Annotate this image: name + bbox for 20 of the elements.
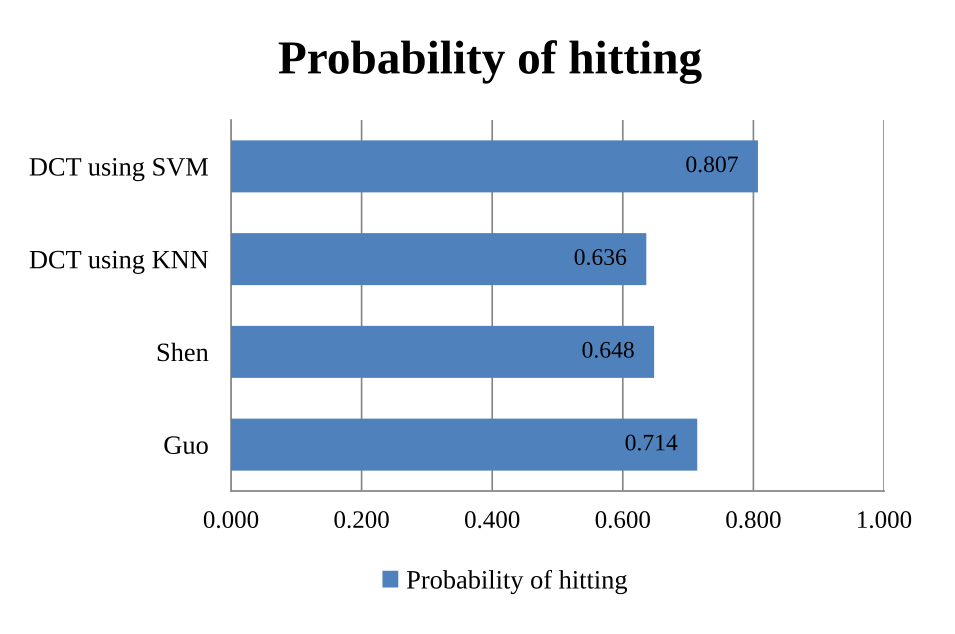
x-tick-label: 0.200 bbox=[334, 511, 389, 528]
data-label: 0.714 bbox=[626, 434, 678, 451]
chart-title: Probability of hitting bbox=[278, 40, 702, 84]
x-tick-label: 0.600 bbox=[596, 511, 650, 528]
data-label: 0.648 bbox=[582, 342, 634, 358]
y-tick-label: DCT using SVM bbox=[30, 158, 208, 182]
bar bbox=[231, 418, 698, 471]
data-label: 0.636 bbox=[574, 249, 626, 266]
bar bbox=[231, 140, 758, 192]
y-tick-label: DCT using KNN bbox=[30, 250, 208, 274]
y-tick-label: Guo bbox=[164, 436, 208, 454]
x-tick-label: 0.400 bbox=[465, 511, 520, 528]
bar bbox=[231, 326, 654, 378]
x-tick-label: 1.000 bbox=[858, 511, 912, 528]
x-tick-label: 0.000 bbox=[204, 511, 258, 528]
data-label: 0.807 bbox=[686, 156, 738, 172]
legend-label: Probability of hitting bbox=[406, 570, 628, 594]
x-tick-label: 0.800 bbox=[726, 511, 781, 528]
bar bbox=[231, 233, 646, 286]
y-tick-label: Shen bbox=[158, 342, 208, 362]
